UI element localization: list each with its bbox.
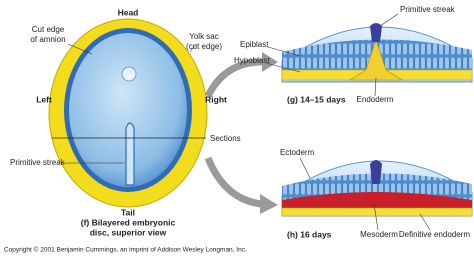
caption: disc, superior view: [90, 227, 167, 237]
label: Mesoderm: [360, 230, 398, 239]
label: Definitive endoderm: [399, 230, 470, 239]
label: Left: [36, 94, 52, 104]
arrow-head: [262, 52, 278, 72]
label: Right: [205, 94, 227, 104]
copyright: Copyright © 2001 Benjamin Cummings, an i…: [4, 246, 247, 254]
label: Head: [118, 7, 139, 17]
leader-lines: [62, 43, 197, 164]
leader-lines: [299, 157, 431, 231]
arrow: [204, 156, 263, 208]
arrow-head: [260, 194, 278, 214]
embryonic-disc: [48, 18, 208, 208]
label: Yolk sac: [189, 32, 219, 41]
section-h: [281, 160, 473, 217]
leader-lines: [265, 13, 399, 97]
label: Endoderm: [357, 95, 394, 104]
label: (cut edge): [186, 42, 222, 51]
caption: (f) Bilayered embryonic: [81, 217, 176, 227]
caption: (g) 14–15 days: [287, 94, 346, 104]
label: of amnion: [30, 35, 65, 44]
label: Primitive streak: [10, 158, 66, 167]
label: Ectoderm: [280, 148, 315, 157]
label: Epiblast: [240, 40, 269, 49]
label: Primitive streak: [400, 5, 456, 14]
label: Sections: [210, 134, 241, 143]
label: Tail: [121, 207, 135, 217]
arrow: [204, 58, 263, 98]
caption: (h) 16 days: [287, 229, 332, 239]
label: Cut edge: [32, 25, 65, 34]
label: Hypoblast: [234, 56, 270, 65]
section-g: [281, 23, 473, 83]
